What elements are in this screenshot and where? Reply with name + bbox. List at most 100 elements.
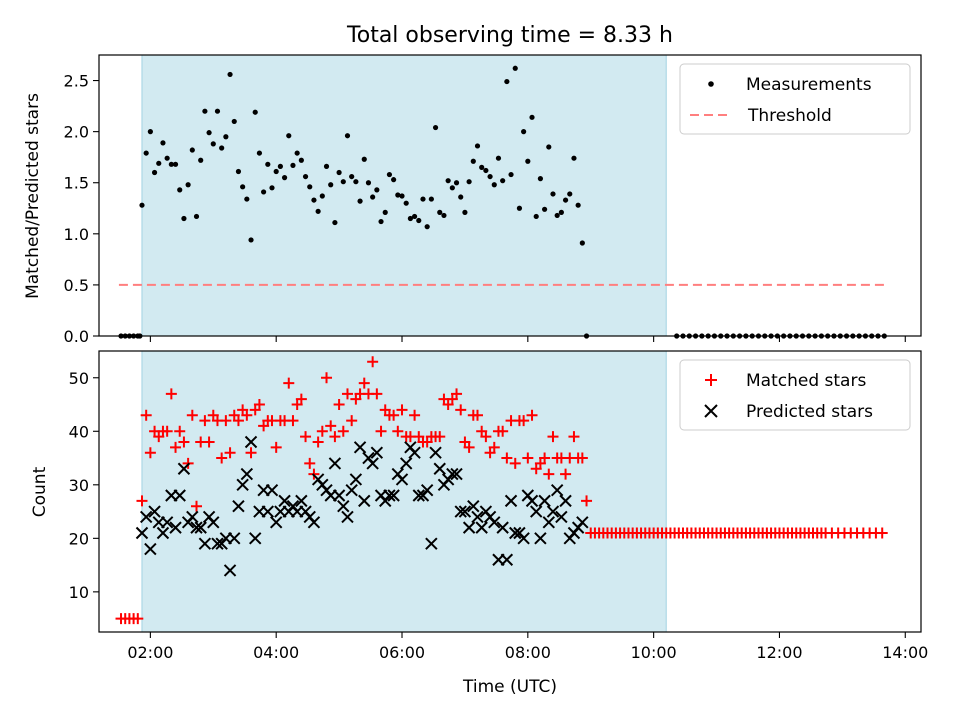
predicted-star-point	[412, 489, 425, 502]
predicted-star-point	[425, 537, 438, 550]
predicted-star-point	[500, 553, 514, 566]
chart-title: Total observing time = 8.33 h	[346, 23, 673, 48]
matched-star-point	[295, 393, 307, 405]
x-tick-label: 10:00	[631, 643, 677, 662]
predicted-star-point	[223, 564, 237, 577]
legend-x-marker	[704, 404, 718, 418]
measurement-point	[265, 161, 271, 167]
predicted-star-point	[186, 510, 199, 524]
matched-star-point	[522, 452, 534, 464]
measurement-point	[240, 184, 246, 190]
measurement-point	[432, 124, 439, 131]
matched-star-point	[876, 527, 888, 539]
x-tick-label: 14:00	[882, 643, 928, 662]
measurement-point	[164, 155, 170, 161]
predicted-star-point	[190, 521, 203, 534]
measurement-point	[411, 213, 418, 220]
y-tick-label: 2.0	[64, 123, 89, 142]
matched-star-point	[509, 457, 521, 469]
measurement-point	[307, 184, 313, 190]
matched-star-point	[576, 452, 588, 464]
measurement-point	[298, 157, 304, 163]
measurement-point	[365, 180, 372, 186]
matched-star-point	[358, 377, 370, 389]
measurement-point	[349, 173, 355, 180]
measurement-point	[416, 217, 422, 224]
y-tick-label: 40	[69, 422, 89, 441]
predicted-star-point	[429, 446, 442, 459]
measurement-point	[525, 158, 531, 164]
predicted-star-point	[467, 500, 480, 513]
legend-label: Predicted stars	[746, 402, 873, 422]
measurement-point	[554, 212, 560, 219]
predicted-star-point	[555, 510, 568, 524]
measurement-point	[428, 196, 434, 202]
measurement-point	[202, 108, 208, 114]
measurement-point	[579, 240, 585, 246]
measurement-point	[370, 194, 376, 200]
measurement-point	[353, 179, 359, 185]
measurement-point	[290, 162, 296, 168]
predicted-star-point	[538, 494, 551, 508]
predicted-star-point	[211, 537, 224, 550]
y-tick-label: 30	[69, 476, 89, 495]
measurement-point	[206, 130, 212, 136]
measurement-point	[193, 213, 200, 220]
predicted-star-point	[144, 542, 157, 556]
measurement-point	[453, 180, 460, 186]
predicted-star-point	[177, 462, 191, 475]
top-x-ticks	[149, 336, 906, 342]
y-tick-label: 0.0	[64, 327, 89, 346]
predicted-star-point	[446, 467, 459, 481]
predicted-star-point	[349, 473, 363, 486]
measurement-point	[281, 175, 288, 181]
measurement-point	[495, 155, 502, 161]
measurement-point	[407, 215, 413, 222]
measurement-point	[139, 202, 145, 208]
matched-star-point	[136, 495, 148, 507]
predicted-star-point	[399, 457, 413, 470]
predicted-star-point	[278, 494, 291, 508]
matched-star-point	[287, 415, 299, 427]
matched-star-point	[216, 452, 228, 464]
measurement-point	[516, 205, 523, 211]
matched-star-point	[325, 420, 337, 432]
predicted-star-point	[341, 510, 354, 524]
measurement-point	[223, 134, 229, 140]
matched-star-point	[186, 409, 198, 421]
predicted-star-point	[534, 532, 547, 545]
matched-star-point	[526, 409, 538, 421]
predicted-star-point	[345, 483, 358, 497]
matched-star-point	[245, 447, 257, 459]
measurement-point	[533, 213, 539, 220]
measurement-point	[294, 150, 300, 156]
measurement-point	[391, 177, 397, 183]
series-predicted-stars	[135, 435, 589, 577]
measurement-point	[462, 209, 468, 215]
measurement-point	[445, 178, 451, 184]
predicted-star-point	[358, 494, 371, 508]
bottom-x-axis-label: Time (UTC)	[462, 677, 557, 697]
bottom-axes-frame	[98, 350, 922, 633]
predicted-star-point	[488, 516, 501, 529]
measurement-point	[147, 129, 153, 135]
observing-window-shade	[141, 351, 667, 632]
predicted-star-point	[160, 516, 174, 529]
matched-star-point	[539, 452, 551, 464]
predicted-star-point	[269, 516, 283, 529]
predicted-star-point	[332, 489, 346, 502]
matched-star-point	[581, 495, 593, 507]
matched-star-point	[434, 431, 446, 443]
predicted-star-point	[546, 505, 560, 518]
predicted-star-point	[228, 532, 241, 545]
measurement-point	[286, 133, 292, 139]
measurement-point	[483, 167, 489, 174]
predicted-star-point	[307, 516, 321, 529]
y-tick-label: 10	[69, 583, 89, 602]
predicted-star-point	[395, 473, 409, 486]
predicted-star-point	[471, 510, 484, 524]
matched-star-point	[409, 409, 421, 421]
top-panel: 0.0 0.5 1.0 1.5 2.0 2.5 Matched/Predicted sta…	[23, 54, 922, 346]
matched-star-point	[451, 388, 463, 400]
matched-star-point	[300, 431, 312, 443]
